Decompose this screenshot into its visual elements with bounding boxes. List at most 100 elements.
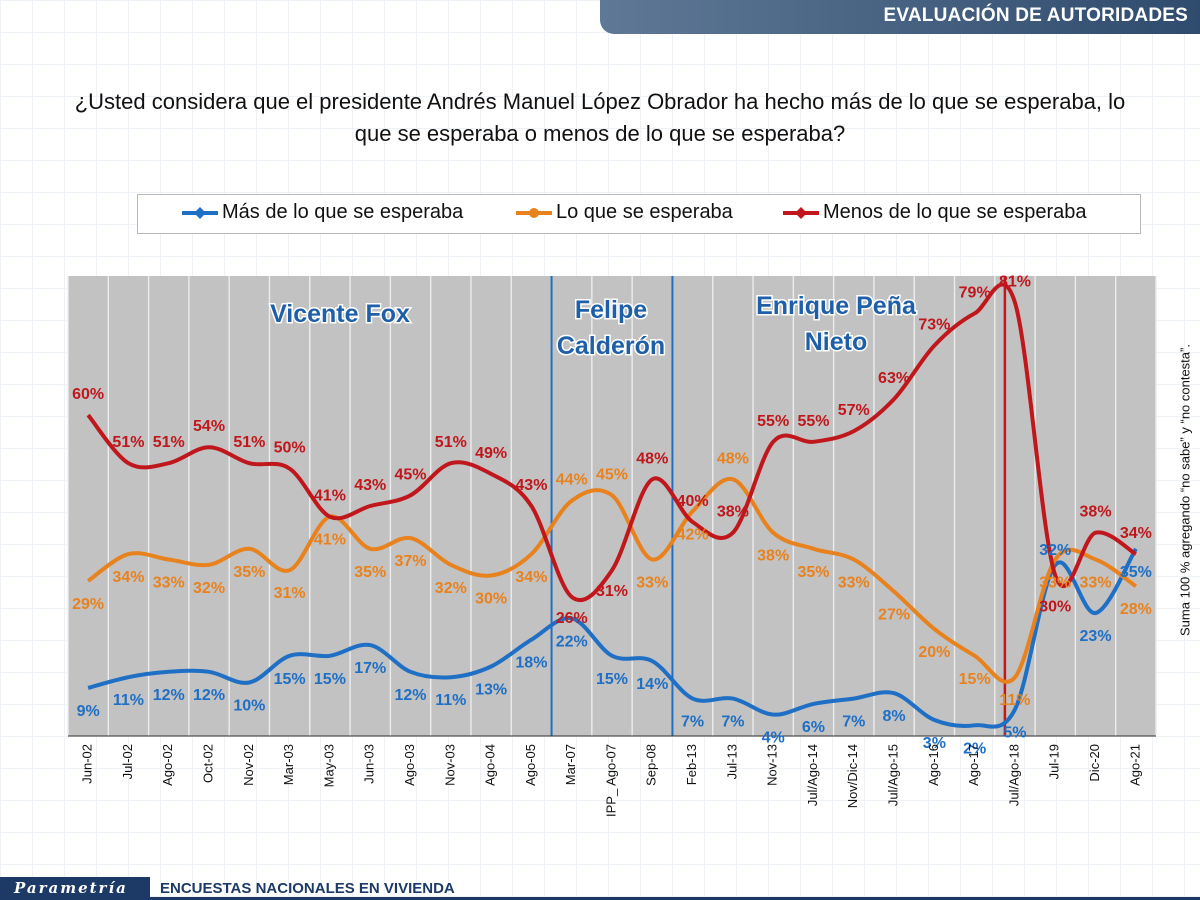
data-label-mas: 2% <box>963 740 986 757</box>
data-label-lo_que: 27% <box>878 607 910 624</box>
data-label-mas: 15% <box>314 671 346 688</box>
data-label-lo_que: 33% <box>1080 574 1112 591</box>
data-label-menos: 51% <box>112 434 144 451</box>
data-label-mas: 15% <box>274 671 306 688</box>
period-label-2: Calderón <box>557 332 665 360</box>
data-label-mas: 4% <box>762 730 785 747</box>
period-label-3: Enrique Peña <box>756 292 917 320</box>
data-label-mas: 7% <box>721 714 744 731</box>
data-label-mas: 13% <box>475 681 507 698</box>
data-label-menos: 50% <box>274 440 306 457</box>
data-label-mas: 22% <box>556 633 588 650</box>
data-label-lo_que: 20% <box>918 644 950 661</box>
data-label-lo_que: 42% <box>677 526 709 543</box>
data-label-mas: 23% <box>1080 628 1112 645</box>
x-tick-label: May-03 <box>321 744 336 787</box>
data-label-menos: 63% <box>878 370 910 387</box>
data-label-lo_que: 34% <box>112 569 144 586</box>
data-label-mas: 6% <box>802 719 825 736</box>
x-tick-label: Jul/Ago-15 <box>886 744 901 806</box>
data-label-lo_que: 34% <box>515 569 547 586</box>
period-label-2: Felipe <box>575 296 647 324</box>
data-label-menos: 57% <box>838 402 870 419</box>
side-note: Suma 100 % agregando “no sabe” y “no con… <box>1177 344 1193 636</box>
data-label-lo_que: 33% <box>1039 574 1071 591</box>
footer-text: ENCUESTAS NACIONALES EN VIVIENDA <box>160 880 455 897</box>
x-tick-label: Jul/Ago-14 <box>805 744 820 806</box>
legend-item-mas: Más de lo que se esperaba <box>182 201 463 224</box>
x-tick-label: Ago-17 <box>966 744 981 786</box>
legend-marker-mas-icon <box>182 206 218 219</box>
data-label-menos: 54% <box>193 418 225 435</box>
x-tick-label: Jul-13 <box>724 744 739 779</box>
x-tick-label: Sep-08 <box>644 744 659 786</box>
legend-marker-lo-que-icon <box>516 207 552 218</box>
data-label-menos: 41% <box>314 488 346 505</box>
x-tick-label: Ago-21 <box>1127 744 1142 786</box>
data-label-mas: 11% <box>113 692 144 709</box>
data-label-menos: 51% <box>153 434 185 451</box>
data-label-lo_que: 41% <box>314 532 346 549</box>
data-label-menos: 43% <box>354 477 386 494</box>
data-label-lo_que: 35% <box>233 564 265 581</box>
data-label-mas: 9% <box>77 703 100 720</box>
data-label-menos: 79% <box>959 284 991 301</box>
data-label-mas: 15% <box>596 671 628 688</box>
x-tick-label: Nov-03 <box>442 744 457 786</box>
x-tick-label: Jul-02 <box>120 744 135 779</box>
data-label-mas: 35% <box>1120 564 1152 581</box>
x-tick-label: Ago-04 <box>483 744 498 786</box>
data-label-lo_que: 11% <box>999 692 1030 709</box>
data-label-menos: 40% <box>677 493 709 510</box>
data-label-menos: 48% <box>636 450 668 467</box>
data-label-menos: 55% <box>797 413 829 430</box>
data-label-mas: 3% <box>923 735 946 752</box>
data-label-lo_que: 38% <box>757 548 789 565</box>
data-label-lo_que: 35% <box>797 564 829 581</box>
data-label-mas: 32% <box>1039 542 1071 559</box>
data-label-mas: 5% <box>1003 724 1026 741</box>
legend-label-mas: Más de lo que se esperaba <box>222 201 464 223</box>
data-label-menos: 73% <box>918 317 950 334</box>
data-label-menos: 43% <box>515 477 547 494</box>
x-tick-label: Ago-02 <box>160 744 175 786</box>
x-tick-label: Ago-03 <box>402 744 417 786</box>
header-banner <box>600 0 1200 34</box>
x-tick-label: Oct-02 <box>200 744 215 783</box>
data-label-mas: 12% <box>395 687 427 704</box>
footer-logo: Parametría <box>14 879 128 897</box>
data-label-menos: 31% <box>596 583 628 600</box>
legend-marker-menos-icon <box>783 206 819 219</box>
footer-line <box>150 897 1200 900</box>
data-label-lo_que: 45% <box>596 466 628 483</box>
data-label-mas: 14% <box>636 676 668 693</box>
x-tick-label: Nov-13 <box>765 744 780 786</box>
data-label-lo_que: 32% <box>193 580 225 597</box>
data-label-lo_que: 29% <box>72 596 104 613</box>
chart-legend: Más de lo que se esperaba Lo que se espe… <box>137 194 1141 234</box>
data-label-menos: 30% <box>1039 599 1071 616</box>
legend-item-menos: Menos de lo que se esperaba <box>783 201 1087 224</box>
x-tick-label: Ago-05 <box>523 744 538 786</box>
data-label-lo_que: 33% <box>153 574 185 591</box>
data-label-lo_que: 28% <box>1120 601 1152 618</box>
x-tick-label: Jun-03 <box>362 744 377 784</box>
x-tick-label: Mar-03 <box>281 744 296 785</box>
question-text: ¿Usted considera que el presidente André… <box>74 89 1126 146</box>
data-label-menos: 26% <box>556 610 588 627</box>
data-label-lo_que: 32% <box>435 580 467 597</box>
data-label-mas: 11% <box>435 692 466 709</box>
data-label-mas: 12% <box>153 687 185 704</box>
data-label-menos: 51% <box>435 434 467 451</box>
data-label-menos: 55% <box>757 413 789 430</box>
x-tick-label: Jul/Ago-18 <box>1006 744 1021 806</box>
data-label-lo_que: 31% <box>274 585 306 602</box>
data-label-menos: 49% <box>475 445 507 462</box>
data-label-mas: 17% <box>354 660 386 677</box>
plot-area <box>68 276 1156 736</box>
data-label-mas: 8% <box>883 708 906 725</box>
x-tick-label: Feb-13 <box>684 744 699 785</box>
x-tick-label: Ago-16 <box>926 744 941 786</box>
x-tick-label: IPP_ Ago-07 <box>603 744 618 817</box>
